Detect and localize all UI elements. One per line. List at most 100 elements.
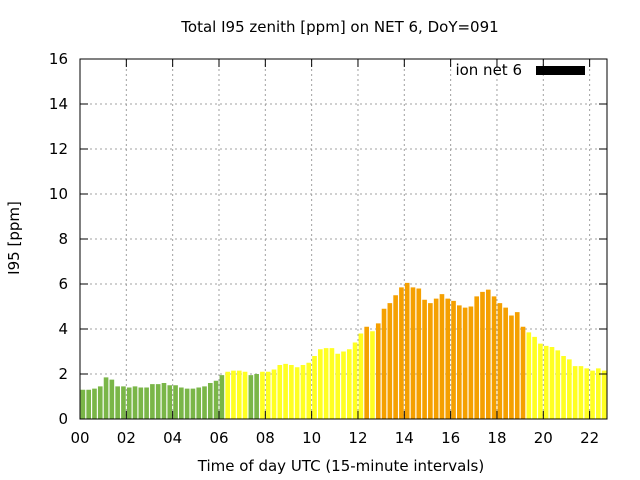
- bar: [526, 332, 532, 419]
- bar: [555, 350, 561, 419]
- bar: [422, 299, 427, 419]
- bar: [167, 385, 173, 419]
- bar: [231, 370, 236, 419]
- bar: [219, 375, 225, 419]
- grid-layer: [80, 59, 607, 419]
- bar: [468, 306, 474, 419]
- bar: [474, 296, 480, 419]
- y-tick-label: 2: [58, 365, 68, 383]
- y-tick-label: 0: [58, 410, 68, 428]
- bar: [520, 326, 526, 419]
- bar: [480, 291, 485, 419]
- bar: [578, 366, 584, 419]
- bar: [225, 371, 230, 419]
- bar: [242, 371, 248, 419]
- bar: [451, 300, 456, 419]
- y-tick-label: 12: [49, 140, 68, 158]
- bar: [254, 374, 259, 419]
- x-tick-label: 12: [348, 429, 367, 447]
- bar: [115, 386, 120, 419]
- x-tick-label: 06: [209, 429, 228, 447]
- bar: [352, 342, 358, 419]
- bar: [80, 389, 86, 419]
- bar: [300, 365, 306, 419]
- bar: [306, 362, 312, 419]
- y-tick-label: 14: [49, 95, 68, 113]
- bar: [265, 371, 271, 419]
- bar: [532, 336, 537, 419]
- bar: [549, 347, 555, 419]
- x-tick-label: 02: [117, 429, 136, 447]
- bar: [86, 389, 92, 419]
- bar: [509, 315, 514, 419]
- bar: [439, 294, 445, 419]
- bar: [294, 367, 300, 419]
- bar: [584, 368, 590, 419]
- y-tick-label: 6: [58, 275, 68, 293]
- y-tick-label: 10: [49, 185, 68, 203]
- bar: [514, 312, 520, 419]
- bar: [485, 289, 491, 419]
- bar: [109, 379, 115, 419]
- bar: [271, 369, 277, 419]
- x-tick-label: 08: [256, 429, 275, 447]
- chart-title: Total I95 zenith [ppm] on NET 6, DoY=091: [180, 18, 498, 36]
- legend-swatch: [536, 66, 585, 75]
- bar: [277, 365, 283, 419]
- bar: [312, 356, 317, 419]
- bar: [138, 387, 144, 419]
- bar: [457, 305, 462, 419]
- bar: [248, 375, 254, 419]
- bar: [375, 323, 381, 419]
- bar: [590, 370, 595, 419]
- bar: [404, 282, 410, 419]
- bar: [503, 307, 508, 419]
- bar: [103, 377, 109, 419]
- x-axis-label: Time of day UTC (15-minute intervals): [197, 457, 484, 475]
- bar: [213, 380, 219, 419]
- bar: [132, 386, 138, 419]
- bar: [497, 303, 503, 419]
- bar: [196, 387, 202, 419]
- bar: [462, 307, 468, 419]
- y-tick-label: 16: [49, 50, 68, 68]
- bar: [318, 349, 323, 419]
- bar: [184, 388, 190, 419]
- bar: [236, 370, 242, 419]
- bar: [283, 363, 288, 419]
- x-tick-label: 20: [534, 429, 553, 447]
- x-tick-label: 14: [395, 429, 414, 447]
- bar: [207, 383, 213, 419]
- bar: [346, 349, 352, 419]
- x-tick-label: 18: [487, 429, 506, 447]
- bar: [260, 371, 265, 419]
- bar: [289, 365, 294, 419]
- bar: [155, 384, 161, 419]
- legend: ion net 6: [455, 61, 585, 79]
- bar: [173, 385, 178, 419]
- bar: [543, 345, 549, 419]
- bar: [364, 326, 369, 419]
- bar: [572, 366, 578, 419]
- bar: [399, 287, 404, 419]
- bar: [561, 356, 566, 419]
- bar: [567, 359, 572, 419]
- bar: [445, 298, 451, 419]
- bar: [179, 387, 184, 419]
- bar: [92, 388, 97, 419]
- bar: [387, 303, 393, 419]
- x-tick-label: 10: [302, 429, 321, 447]
- bar: [381, 308, 387, 419]
- bar: [329, 348, 335, 419]
- bar: [126, 387, 132, 419]
- y-tick-label: 4: [58, 320, 68, 338]
- bar: [323, 348, 329, 419]
- x-tick-label: 16: [441, 429, 460, 447]
- bar: [161, 383, 167, 419]
- x-tick-label: 22: [580, 429, 599, 447]
- bar: [428, 303, 433, 419]
- bar: [433, 298, 439, 419]
- x-tick-label: 04: [163, 429, 182, 447]
